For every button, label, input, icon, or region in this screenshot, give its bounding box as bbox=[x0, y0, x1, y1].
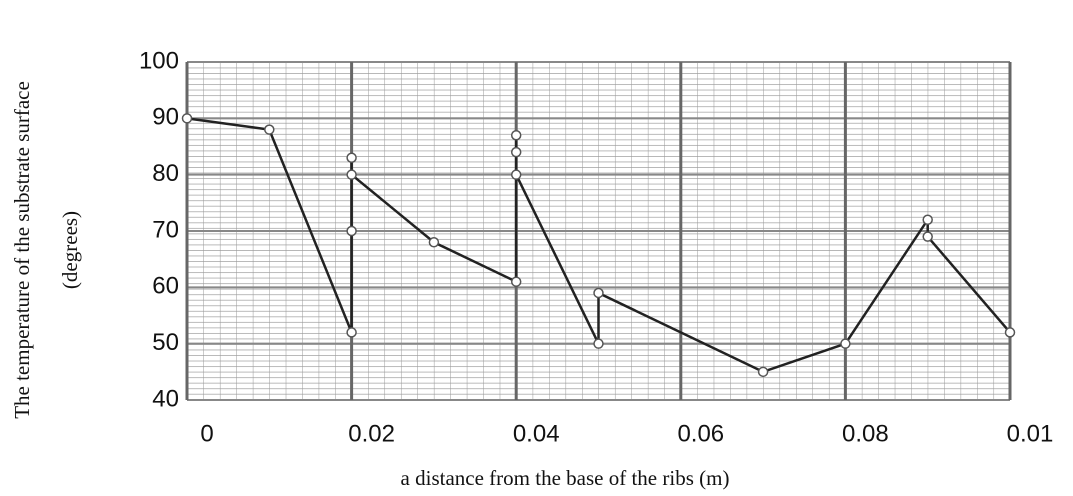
y-tick-label: 100 bbox=[139, 47, 179, 74]
x-tick-label: 0 bbox=[200, 420, 213, 447]
data-point bbox=[346, 169, 357, 180]
data-point bbox=[264, 124, 275, 135]
y-axis-label: (degrees) bbox=[58, 211, 82, 289]
y-tick-label: 90 bbox=[152, 104, 179, 131]
data-point bbox=[1004, 327, 1016, 338]
y-tick-label: 70 bbox=[152, 216, 179, 243]
data-point bbox=[510, 169, 522, 180]
y-tick-label: 40 bbox=[152, 385, 179, 412]
data-point bbox=[346, 152, 357, 164]
x-tick-label: 0.02 bbox=[348, 420, 395, 447]
data-point bbox=[510, 129, 522, 141]
data-point bbox=[510, 276, 522, 287]
y-tick-label: 50 bbox=[152, 329, 179, 356]
x-axis-label: a distance from the base of the ribs (m) bbox=[401, 466, 730, 490]
data-line bbox=[186, 117, 1011, 374]
data-point bbox=[593, 338, 604, 349]
data-point bbox=[181, 113, 193, 124]
y-tick-label: 80 bbox=[152, 160, 179, 187]
x-tick-label: 0.01 bbox=[1007, 420, 1054, 447]
x-tick-label: 0.08 bbox=[842, 420, 889, 447]
data-point bbox=[593, 287, 604, 299]
data-point bbox=[840, 338, 851, 349]
x-tick-label: 0.04 bbox=[513, 420, 560, 447]
data-point bbox=[922, 231, 933, 242]
y-tick-label: 60 bbox=[152, 273, 179, 300]
y-axis-label: The temperature of the substrate surface bbox=[10, 81, 34, 419]
data-point bbox=[510, 146, 522, 158]
data-point bbox=[428, 237, 440, 248]
data-point bbox=[346, 225, 357, 237]
data-point bbox=[757, 366, 769, 378]
data-point bbox=[346, 327, 357, 338]
x-tick-label: 0.06 bbox=[677, 420, 724, 447]
data-point bbox=[922, 214, 933, 225]
